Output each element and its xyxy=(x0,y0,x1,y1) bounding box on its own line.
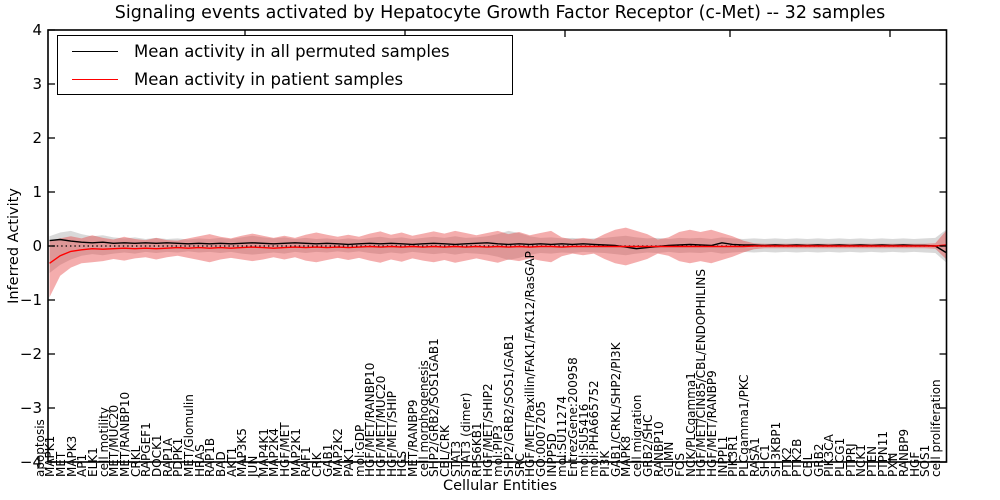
y-tick-label: 1 xyxy=(32,183,42,201)
x-axis-label: Cellular Entities xyxy=(442,478,558,494)
chart-title: Signaling events activated by Hepatocyte… xyxy=(114,3,886,23)
y-tick-label: 4 xyxy=(32,21,42,39)
legend-line-red xyxy=(72,78,118,80)
legend-label: Mean activity in all permuted samples xyxy=(134,41,450,61)
legend-item-patient: Mean activity in patient samples xyxy=(72,68,512,90)
y-axis-label: Inferred Activity xyxy=(6,188,22,304)
y-tick-label: 0 xyxy=(32,237,42,255)
legend-line-black xyxy=(72,50,118,52)
x-tick-label: cell proliferation xyxy=(929,379,943,477)
y-tick-label: −1 xyxy=(19,291,42,309)
y-tick-label: −2 xyxy=(19,345,42,363)
legend-item-permuted: Mean activity in all permuted samples xyxy=(72,40,512,62)
y-tick-label: −4 xyxy=(19,453,42,471)
legend-label: Mean activity in patient samples xyxy=(134,69,404,89)
legend: Mean activity in all permuted samples Me… xyxy=(57,35,513,95)
y-tick-label: −3 xyxy=(19,399,42,417)
y-tick-label: 3 xyxy=(32,75,42,93)
y-tick-label: 2 xyxy=(32,129,42,147)
